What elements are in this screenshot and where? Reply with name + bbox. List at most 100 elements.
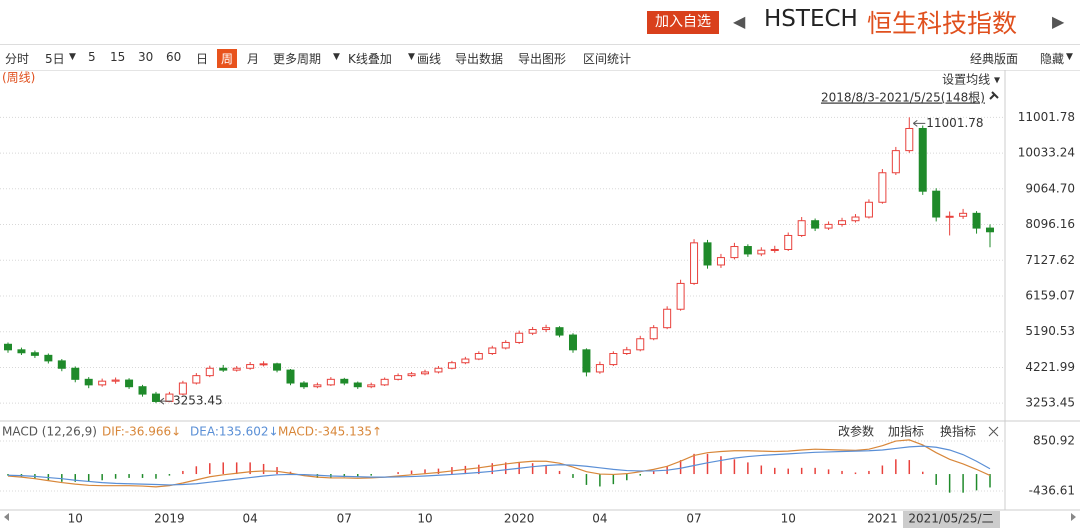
candle-body [811,220,820,229]
toolbar-item[interactable]: 更多周期 [273,52,322,66]
macd-title: MACD (12,26,9) [2,425,97,439]
toolbar-item[interactable]: 30 [138,50,154,64]
x-tick-label: 2020 [504,512,535,526]
candle-body [98,380,107,386]
candle-body [515,332,524,343]
y-tick-label: 8096.16 [1025,217,1075,231]
annotation-arrow [159,397,172,405]
toolbar-item[interactable]: 导出数据 [455,52,504,66]
x-tick-label: 04 [592,512,607,526]
x-tick-label: 2019 [154,512,185,526]
candle-body [757,249,766,255]
candle-body [192,375,201,384]
macd-button[interactable]: 加指标 [888,424,924,439]
macd-legend: MACD:-345.135↑ [278,425,382,439]
x-tick-label: 2021 [867,512,898,526]
candle-body [501,341,510,349]
index-name: 恒生科技指数 [867,9,1018,38]
candle-body [380,378,389,386]
add-watchlist-button[interactable]: 加入自选 [647,11,719,34]
candle-body [259,363,268,366]
candle-body [797,220,806,236]
toolbar: 分时 5日 ▼ 5 15 30 60 日周月更多周期 ▼ K线叠加 ▼ 画线 导出数据 导出图形 区间统计经… [0,45,1080,71]
candle-body [17,349,26,354]
y-tick-label: 6159.07 [1025,288,1075,302]
prev-arrow[interactable]: ◀ [733,12,746,31]
toolbar-item[interactable]: 导出图形 [518,52,567,66]
ma-setting[interactable]: 设置均线 ▾ [942,73,1000,87]
macd-button[interactable]: 换指标 [940,424,976,439]
candle-body [864,201,873,218]
candle-body [44,354,53,362]
candle-body [447,362,456,369]
y-tick-label: 11001.78 [1018,110,1075,124]
dif-legend: DIF:-36.966↓ [102,425,181,439]
toolbar-item[interactable]: 画线 [417,52,442,66]
cursor-date: 2021/05/25/二 [908,512,993,526]
candle-body [313,384,322,388]
candle-body [582,349,591,373]
candle-body [125,379,134,388]
toolbar-item[interactable]: 隐藏 [1040,52,1065,66]
candle-body [878,172,887,203]
y-tick-label: 5190.53 [1025,324,1075,338]
dropdown-arrow[interactable]: ▼ [408,52,415,62]
x-tick-label: 07 [686,512,701,526]
candle-body [609,353,618,366]
candle-body [730,246,739,259]
candle-body [663,308,672,329]
dropdown-arrow[interactable]: ▼ [1066,52,1073,62]
next-arrow[interactable]: ▶ [1052,12,1065,31]
x-tick-label: 10 [417,512,432,526]
candle-body [824,223,833,229]
toolbar-item[interactable]: 月 [247,52,260,66]
toolbar-item[interactable]: 周 [217,49,238,68]
candle-body [461,358,470,364]
toolbar-item[interactable]: 分时 [5,52,30,66]
y-tick-label: 4221.99 [1025,360,1075,374]
y-tick-label: 850.92 [1033,434,1075,448]
extreme-label: 11001.78 [926,116,983,130]
toolbar-item[interactable]: 5日 [45,52,65,66]
y-tick-label: 3253.45 [1025,396,1075,410]
macd-line [7,439,991,488]
x-tick-label: 04 [242,512,257,526]
y-tick-label: -436.61 [1029,483,1075,497]
toolbar-item[interactable]: K线叠加 [348,52,392,66]
chart: (周线) 设置均线 ▾ 2018/8/3-2021/5/25(148根) MAC… [0,70,1080,528]
candle-body [595,364,604,373]
toolbar-item[interactable]: 日 [196,52,209,66]
toolbar-item[interactable]: 15 [110,50,126,64]
candle-body [232,367,241,371]
close-icon[interactable] [988,426,999,437]
candle-body [474,353,483,360]
candle-body [528,329,537,334]
macd-button[interactable]: 改参数 [838,424,874,439]
dropdown-arrow[interactable]: ▼ [333,52,340,62]
range-label: 2018/8/3-2021/5/25(148根) [821,91,985,105]
candle-body [273,363,282,371]
dea-legend: DEA:135.602↓ [190,425,279,439]
toolbar-item[interactable]: 经典版面 [970,52,1019,66]
x-tick-label: 07 [337,512,352,526]
header: 加入自选 ◀ HSTECH 恒生科技指数 ▶ [0,0,1080,45]
candle-body [636,338,645,351]
candle-body [622,349,631,355]
candle-body [84,378,93,386]
extreme-label: 3253.45 [173,394,223,408]
candle-body [57,360,66,369]
candle-body [945,215,954,218]
toolbar-item[interactable]: 区间统计 [583,52,632,66]
candle-body [959,212,968,217]
annotation-arrow [912,119,926,127]
candle-body [219,367,228,371]
candle-body [986,227,994,233]
toolbar-item[interactable]: 60 [166,50,182,64]
y-tick-label: 9064.70 [1025,181,1075,195]
dropdown-arrow[interactable]: ▼ [69,52,76,62]
pin-icon[interactable] [989,91,999,100]
toolbar-item[interactable]: 5 [88,50,96,64]
candle-body [407,373,416,377]
x-tick-label: 10 [781,512,796,526]
